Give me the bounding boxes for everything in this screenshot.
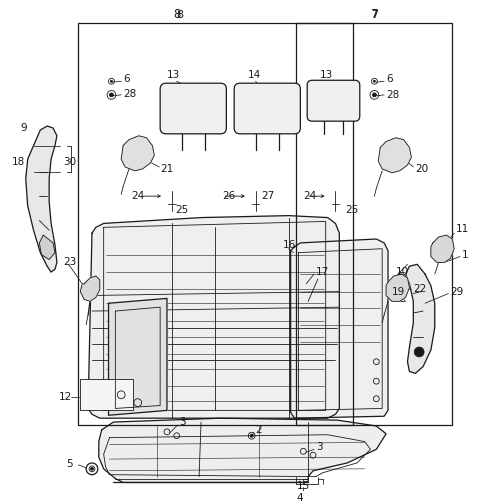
Text: 8: 8 xyxy=(176,10,183,20)
Text: 24: 24 xyxy=(303,191,316,201)
Bar xyxy=(80,379,133,410)
Text: 6: 6 xyxy=(386,74,393,85)
Polygon shape xyxy=(39,235,55,260)
Text: 11: 11 xyxy=(456,224,469,234)
Polygon shape xyxy=(26,126,57,272)
Text: 28: 28 xyxy=(386,90,399,100)
Text: 18: 18 xyxy=(12,157,25,167)
Text: 15: 15 xyxy=(297,481,310,491)
Circle shape xyxy=(109,93,113,97)
Text: 16: 16 xyxy=(283,240,296,250)
Text: 22: 22 xyxy=(413,284,427,294)
Bar xyxy=(78,23,353,425)
Text: 27: 27 xyxy=(262,191,275,201)
Bar xyxy=(296,23,452,425)
Text: 29: 29 xyxy=(450,287,464,297)
Circle shape xyxy=(110,80,112,82)
Circle shape xyxy=(250,434,253,437)
Circle shape xyxy=(414,347,424,357)
Text: 5: 5 xyxy=(67,459,73,469)
Polygon shape xyxy=(99,418,386,482)
Text: 8: 8 xyxy=(173,8,180,21)
Polygon shape xyxy=(431,235,454,263)
Text: 7: 7 xyxy=(371,8,378,21)
Text: 24: 24 xyxy=(131,191,144,201)
Polygon shape xyxy=(88,216,339,418)
Polygon shape xyxy=(378,138,411,173)
Text: 12: 12 xyxy=(59,392,72,402)
Text: 13: 13 xyxy=(320,70,333,80)
Text: 26: 26 xyxy=(222,191,236,201)
Circle shape xyxy=(91,467,94,470)
Polygon shape xyxy=(406,264,435,373)
Text: 23: 23 xyxy=(63,258,76,268)
Circle shape xyxy=(373,80,375,82)
Text: 21: 21 xyxy=(160,164,173,174)
Text: 19: 19 xyxy=(392,287,405,297)
Polygon shape xyxy=(80,276,100,301)
Text: 7: 7 xyxy=(371,10,378,20)
Text: 9: 9 xyxy=(20,123,26,133)
Text: 3: 3 xyxy=(316,443,323,452)
FancyBboxPatch shape xyxy=(160,83,227,134)
Text: 4: 4 xyxy=(297,493,303,503)
Text: 30: 30 xyxy=(63,157,76,167)
Text: 3: 3 xyxy=(180,417,186,427)
Polygon shape xyxy=(121,136,154,171)
Text: 10: 10 xyxy=(396,267,409,277)
Text: 17: 17 xyxy=(316,267,329,277)
Polygon shape xyxy=(108,298,167,415)
Text: 25: 25 xyxy=(176,205,189,215)
Circle shape xyxy=(372,93,376,97)
Text: 13: 13 xyxy=(167,70,180,80)
Text: 2: 2 xyxy=(255,425,262,435)
Text: 28: 28 xyxy=(123,89,136,99)
Text: 25: 25 xyxy=(345,205,359,215)
Polygon shape xyxy=(386,274,409,301)
Polygon shape xyxy=(290,239,388,418)
Text: 20: 20 xyxy=(415,164,429,174)
Text: 6: 6 xyxy=(123,74,130,85)
Text: 1: 1 xyxy=(462,249,468,260)
FancyBboxPatch shape xyxy=(234,83,300,134)
FancyBboxPatch shape xyxy=(307,80,360,121)
Text: 14: 14 xyxy=(248,70,261,80)
